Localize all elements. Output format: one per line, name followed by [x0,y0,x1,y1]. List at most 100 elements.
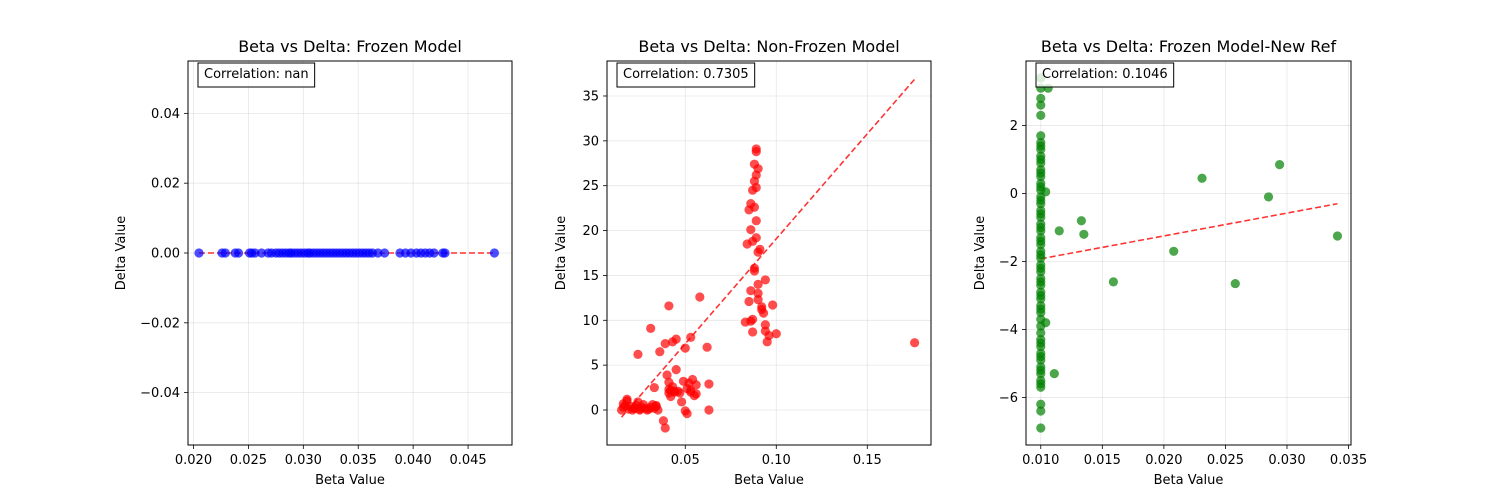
data-point [746,286,756,296]
data-point [695,292,705,302]
data-point [704,379,714,389]
data-point [1108,277,1119,287]
y-tick-label: 0.02 [151,177,180,192]
data-point [771,329,781,339]
correlation-annotation: Correlation: 0.1046 [1035,62,1175,88]
x-tick-label: 0.030 [1268,453,1305,468]
data-point [1036,328,1046,338]
data-point [655,347,665,357]
y-tick-label: 20 [582,224,599,239]
data-point [744,296,754,307]
trend-line [620,76,918,418]
data-point [1036,304,1046,314]
data-point [1263,192,1274,202]
plot-area-frame [606,60,932,446]
y-tick-label: −0.04 [140,386,180,401]
correlation-annotation: Correlation: 0.7305 [616,62,756,88]
data-point [1036,168,1046,178]
x-tick-label: 0.010 [1022,453,1059,468]
data-point [753,288,763,298]
data-point [633,349,643,359]
data-point [1041,187,1051,197]
data-point [649,382,659,393]
data-point [1197,173,1207,183]
y-tick-label: 10 [582,314,599,329]
data-point [1036,195,1046,205]
x-tick-label: 0.15 [853,453,882,468]
data-point [1036,379,1046,389]
y-tick-label: −4 [999,323,1018,338]
y-tick-label: −0.02 [140,316,180,331]
y-tick-label: 5 [591,359,599,374]
data-point [1049,369,1059,379]
data-point [749,202,760,212]
data-point [664,301,674,311]
data-point [635,405,645,415]
data-point [646,323,656,333]
data-point [746,316,756,326]
x-axis-label: Beta Value [734,473,804,488]
data-point [660,339,670,349]
data-point [768,300,778,310]
data-point [1036,100,1046,110]
x-tick-label: 0.030 [285,453,322,468]
data-point [1036,131,1046,141]
y-tick-label: −2 [999,255,1018,270]
data-point [1036,93,1046,103]
data-point [194,248,204,258]
data-point [751,182,761,193]
x-tick-label: 0.040 [395,453,432,468]
data-point [760,275,770,285]
data-point [1230,278,1240,289]
x-tick-label: 0.035 [340,453,377,468]
x-tick-label: 0.020 [1145,453,1182,468]
x-tick-label: 0.025 [1207,453,1244,468]
data-point [373,248,383,258]
data-point [622,396,632,406]
data-point [749,266,760,276]
data-point [753,164,763,174]
y-tick-label: 30 [582,134,599,149]
data-point [677,397,687,407]
y-tick-label: −6 [999,391,1018,406]
data-point [1169,246,1179,256]
data-point [671,334,681,344]
data-point [751,144,761,154]
x-tick-label: 0.020 [175,453,212,468]
data-point [757,304,767,315]
y-tick-label: 2 [1010,119,1018,134]
data-point [680,343,690,353]
x-tick-label: 0.035 [1330,453,1367,468]
data-point [1036,365,1046,375]
x-tick-label: 0.025 [230,453,267,468]
plot-area-frame [1025,60,1352,446]
x-tick-label: 0.05 [671,453,700,468]
x-axis-label: Beta Value [315,473,385,488]
data-point [1332,231,1343,241]
x-tick-label: 0.045 [449,453,486,468]
data-point [429,248,439,258]
data-point [751,216,761,226]
data-point [671,365,681,375]
data-point [1036,290,1046,301]
data-point [704,405,714,415]
data-point [651,400,661,411]
data-point [1036,250,1046,260]
y-tick-label: 0.04 [151,107,180,122]
y-tick-label: 0.00 [151,247,180,262]
y-axis-label: Delta Value [114,216,129,291]
data-point [702,342,712,352]
data-point [1036,110,1046,120]
data-point [256,248,267,258]
y-tick-label: 0 [591,404,599,419]
data-point [233,248,244,258]
data-point [751,233,761,243]
data-point [746,225,756,235]
y-axis-label: Delta Value [554,216,569,291]
correlation-text: Correlation: 0.7305 [623,67,749,82]
chart-panel-frozen-new-ref: 0.010 0.015 0.020 0.025 0.030 0.035 −6 −4 −2 0 2 B… [973,37,1367,488]
data-point [1036,209,1046,219]
correlation-annotation: Correlation: nan [197,62,316,88]
trend-line [1040,202,1338,260]
data-point [1274,160,1285,170]
